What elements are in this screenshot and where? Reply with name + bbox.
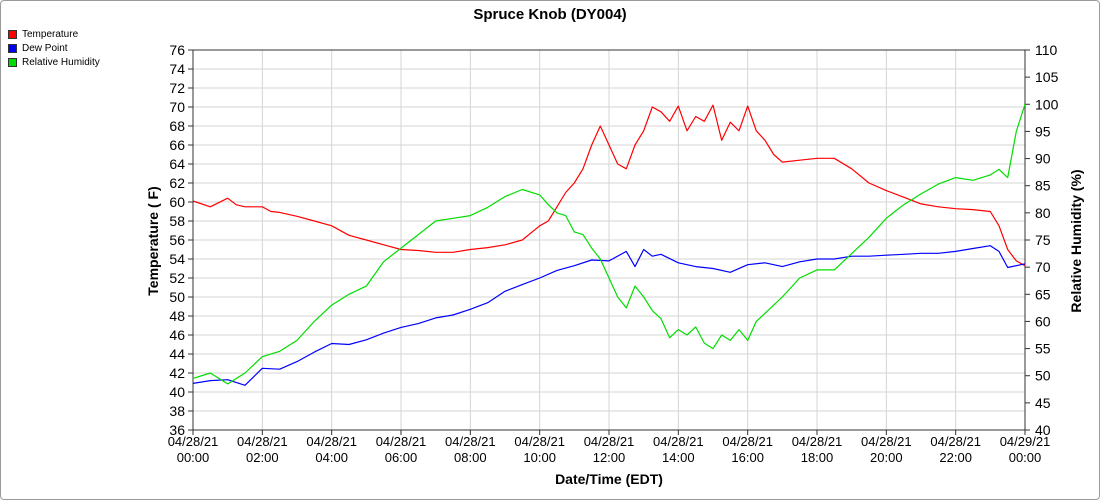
legend-item-dew-point[interactable]: Dew Point: [8, 41, 100, 55]
y2-tick-label: 105: [1035, 69, 1059, 85]
x-tick-time: 22:00: [939, 450, 972, 465]
left-axis: 36 38 40 42 44 46 48 50 52 54 56 58 60 62 64 66 68 70 72 74…: [169, 42, 193, 438]
legend-item-relative-humidity[interactable]: Relative Humidity: [8, 55, 100, 69]
y-tick-label: 54: [169, 251, 185, 267]
y2-tick-label: 100: [1035, 96, 1059, 112]
y2-tick-label: 75: [1035, 232, 1051, 248]
y2-tick-label: 70: [1035, 259, 1051, 275]
x-tick-date: 04/28/21: [792, 434, 843, 449]
legend-label: Temperature: [22, 28, 79, 40]
x-tick-date: 04/28/21: [722, 434, 773, 449]
x-tick-date: 04/28/21: [306, 434, 357, 449]
x-tick-time: 02:00: [246, 450, 279, 465]
series-line-relative-humidity: [192, 104, 1026, 385]
x-axis: 04/28/2100:0004/28/2102:0004/28/2104:000…: [168, 430, 1051, 465]
x-tick-date: 04/29/21: [1000, 434, 1051, 449]
legend-label: Relative Humidity: [22, 56, 100, 68]
y-tick-label: 64: [169, 156, 185, 172]
x-tick-date: 04/28/21: [514, 434, 565, 449]
y-tick-label: 76: [169, 42, 185, 58]
y-tick-label: 44: [169, 346, 185, 362]
x-tick-time: 04:00: [315, 450, 348, 465]
y-tick-label: 38: [169, 403, 185, 419]
y2-tick-label: 85: [1035, 178, 1051, 194]
legend-item-temperature[interactable]: Temperature: [8, 27, 100, 41]
y-tick-label: 48: [169, 308, 185, 324]
x-tick-date: 04/28/21: [584, 434, 635, 449]
y-tick-label: 74: [169, 61, 185, 77]
y-tick-label: 60: [169, 194, 185, 210]
x-tick-date: 04/28/21: [653, 434, 704, 449]
x-tick-date: 04/28/21: [861, 434, 912, 449]
legend: Temperature Dew Point Relative Humidity: [8, 27, 100, 69]
y-tick-label: 70: [169, 99, 185, 115]
legend-label: Dew Point: [22, 42, 68, 54]
x-tick-time: 14:00: [662, 450, 695, 465]
legend-swatch: [8, 43, 17, 53]
y2-tick-label: 60: [1035, 313, 1051, 329]
x-tick-time: 20:00: [870, 450, 903, 465]
y-tick-label: 50: [169, 289, 185, 305]
y-tick-label: 62: [169, 175, 185, 191]
chart-title: Spruce Knob (DY004): [473, 6, 626, 23]
x-tick-date: 04/28/21: [168, 434, 219, 449]
y2-tick-label: 45: [1035, 395, 1051, 411]
x-tick-time: 16:00: [731, 450, 764, 465]
y-tick-label: 52: [169, 270, 185, 286]
x-tick-date: 04/28/21: [445, 434, 496, 449]
series-line-dew-point: [192, 245, 1026, 386]
y-axis-label: Temperature ( F): [145, 186, 161, 295]
y-tick-label: 56: [169, 232, 185, 248]
y-tick-label: 42: [169, 365, 185, 381]
y-tick-label: 36: [169, 422, 185, 438]
y2-tick-label: 95: [1035, 123, 1051, 139]
x-tick-time: 00:00: [177, 450, 210, 465]
y2-tick-label: 50: [1035, 368, 1051, 384]
y-tick-label: 68: [169, 118, 185, 134]
y2-tick-label: 65: [1035, 286, 1051, 302]
x-tick-time: 06:00: [385, 450, 418, 465]
y2-tick-label: 110: [1035, 42, 1058, 58]
legend-swatch: [8, 57, 17, 67]
y2-axis-label: Relative Humidity (%): [1068, 169, 1084, 312]
series-lines: [192, 104, 1026, 386]
x-tick-time: 12:00: [593, 450, 626, 465]
x-tick-date: 04/28/21: [237, 434, 288, 449]
series-line-temperature: [192, 104, 1026, 267]
y-tick-label: 66: [169, 137, 185, 153]
grid: [192, 49, 1026, 431]
x-tick-time: 10:00: [523, 450, 556, 465]
y-tick-label: 46: [169, 327, 185, 343]
x-axis-label: Date/Time (EDT): [555, 471, 663, 487]
y-tick-label: 58: [169, 213, 185, 229]
legend-swatch: [8, 29, 17, 39]
x-tick-time: 18:00: [801, 450, 834, 465]
y2-tick-label: 80: [1035, 205, 1051, 221]
x-tick-time: 08:00: [454, 450, 487, 465]
y-tick-label: 40: [169, 384, 185, 400]
x-tick-time: 00:00: [1009, 450, 1042, 465]
x-tick-date: 04/28/21: [376, 434, 427, 449]
y-tick-label: 72: [169, 80, 185, 96]
right-axis: 40 45 50 55 60 65 70 75 80 85 90 95 100 105 110: [1025, 42, 1059, 438]
y2-tick-label: 55: [1035, 341, 1051, 357]
y2-tick-label: 90: [1035, 151, 1051, 167]
y2-tick-label: 40: [1035, 422, 1051, 438]
x-tick-date: 04/28/21: [930, 434, 981, 449]
